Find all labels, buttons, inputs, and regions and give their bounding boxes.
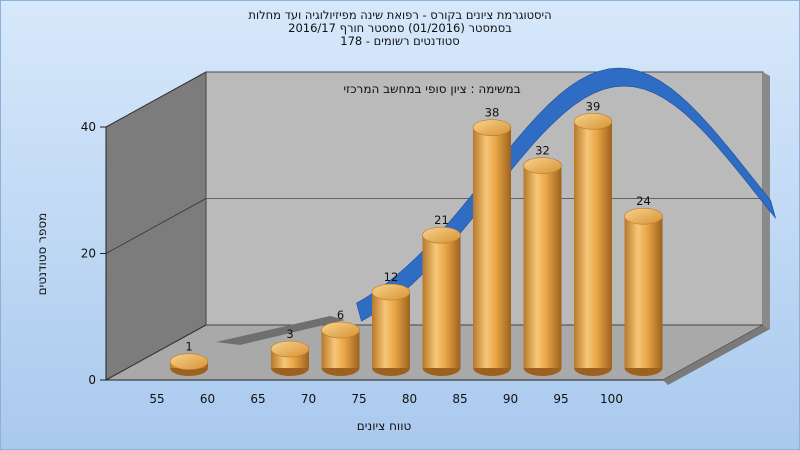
chart-titles: היסטוגרמת ציונים בקורס - רפואת שינה מפיז… (0, 9, 800, 48)
x-tick-label: 95 (553, 392, 568, 406)
bar-value-label: 38 (485, 106, 500, 120)
bar-90 (523, 157, 562, 376)
x-tick-label: 100 (600, 392, 623, 406)
y-tick-label: 40 (81, 120, 96, 134)
bar-80 (422, 226, 461, 376)
x-tick-label: 55 (149, 392, 164, 406)
x-tick-labels: 55 60 65 70 75 80 85 90 95 100 (149, 392, 623, 406)
x-axis-label: טווח ציונים (357, 419, 412, 433)
chart-title-line1: היסטוגרמת ציונים בקורס - רפואת שינה מפיז… (248, 8, 552, 22)
x-tick-label: 90 (503, 392, 518, 406)
bar-55 (169, 353, 209, 376)
bar-value-label: 12 (384, 270, 399, 284)
y-tick-label: 20 (81, 247, 96, 261)
bar-value-label: 21 (434, 213, 449, 227)
bar-85 (472, 119, 512, 376)
x-tick-label: 80 (402, 392, 417, 406)
x-tick-label: 60 (200, 392, 215, 406)
y-tick-labels: 0 20 40 (81, 120, 106, 387)
x-tick-label: 85 (452, 392, 467, 406)
chart-title-line3: סטודנטים רשומים - 178 (340, 34, 460, 48)
chart-subtitle: במשימה : ציון סופי במחשב המרכזי (343, 82, 520, 96)
bar-100 (624, 207, 663, 376)
x-tick-label: 75 (351, 392, 366, 406)
bar-value-label: 6 (337, 308, 344, 322)
bar-65 (270, 340, 310, 376)
bar-95 (573, 113, 613, 376)
bar-value-label: 3 (286, 327, 293, 341)
bar-value-label: 32 (535, 144, 550, 158)
chart-title-line2: בסמסטר (01/2016) סמסטר חורף 2016/17 (288, 21, 512, 35)
y-tick-label: 0 (88, 373, 96, 387)
x-tick-label: 70 (301, 392, 316, 406)
bar-value-label: 1 (185, 340, 192, 354)
x-tick-label: 65 (250, 392, 265, 406)
bar-value-label: 39 (586, 99, 601, 113)
bar-75 (371, 283, 411, 376)
bar-70 (321, 321, 360, 376)
bars: 1 3 6 12 21 38 32 39 24 (169, 99, 663, 376)
y-axis-label: מספר סטודנטים (35, 213, 49, 296)
bar-value-label: 24 (636, 194, 651, 208)
floor-edge (663, 325, 770, 385)
curve-shadow (216, 316, 345, 345)
